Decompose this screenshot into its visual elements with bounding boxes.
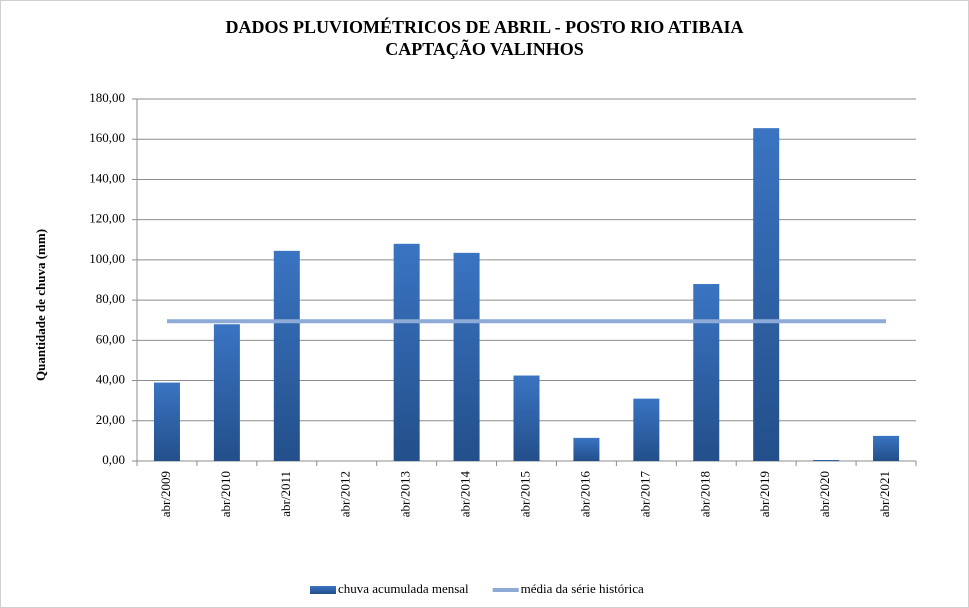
bar	[393, 243, 420, 461]
x-tick-label: abr/2020	[817, 471, 832, 517]
x-tick-label: abr/2018	[697, 471, 712, 517]
y-tick-label: 20,00	[96, 412, 125, 427]
x-tick-label: abr/2014	[458, 471, 473, 518]
y-tick-label: 160,00	[89, 130, 125, 145]
bar	[633, 398, 660, 461]
y-tick-label: 0,00	[102, 452, 125, 467]
y-tick-label: 120,00	[89, 211, 125, 226]
y-tick-label: 140,00	[89, 170, 125, 185]
bar	[273, 250, 300, 461]
y-axis-label: Quantidade de chuva (mm)	[33, 229, 48, 381]
bar	[513, 375, 540, 461]
bar	[753, 128, 780, 461]
y-tick-label: 40,00	[96, 372, 125, 387]
x-tick-label: abr/2012	[338, 471, 353, 517]
bar	[813, 459, 840, 461]
x-tick-label: abr/2016	[577, 471, 592, 518]
x-tick-label: abr/2021	[877, 471, 892, 517]
x-tick-label: abr/2019	[757, 471, 772, 517]
y-tick-label: 180,00	[89, 90, 125, 105]
chart-title: DADOS PLUVIOMÉTRICOS DE ABRIL - POSTO RI…	[225, 17, 744, 59]
bar	[693, 284, 720, 461]
x-tick-label: abr/2011	[278, 471, 293, 517]
bar	[873, 435, 900, 461]
bar	[213, 324, 240, 461]
bar	[453, 252, 480, 461]
x-tick-label: abr/2017	[637, 471, 652, 518]
bar	[153, 382, 180, 461]
y-tick-label: 60,00	[96, 331, 125, 346]
y-tick-label: 80,00	[96, 291, 125, 306]
legend-label: média da série histórica	[521, 581, 644, 596]
bar	[573, 437, 600, 461]
x-tick-label: abr/2010	[218, 471, 233, 517]
x-tick-label: abr/2009	[158, 471, 173, 517]
legend-label: chuva acumulada mensal	[338, 581, 469, 596]
x-tick-label: abr/2013	[398, 471, 413, 517]
y-tick-label: 100,00	[89, 251, 125, 266]
x-tick-label: abr/2015	[517, 471, 532, 517]
legend-swatch	[310, 586, 336, 594]
